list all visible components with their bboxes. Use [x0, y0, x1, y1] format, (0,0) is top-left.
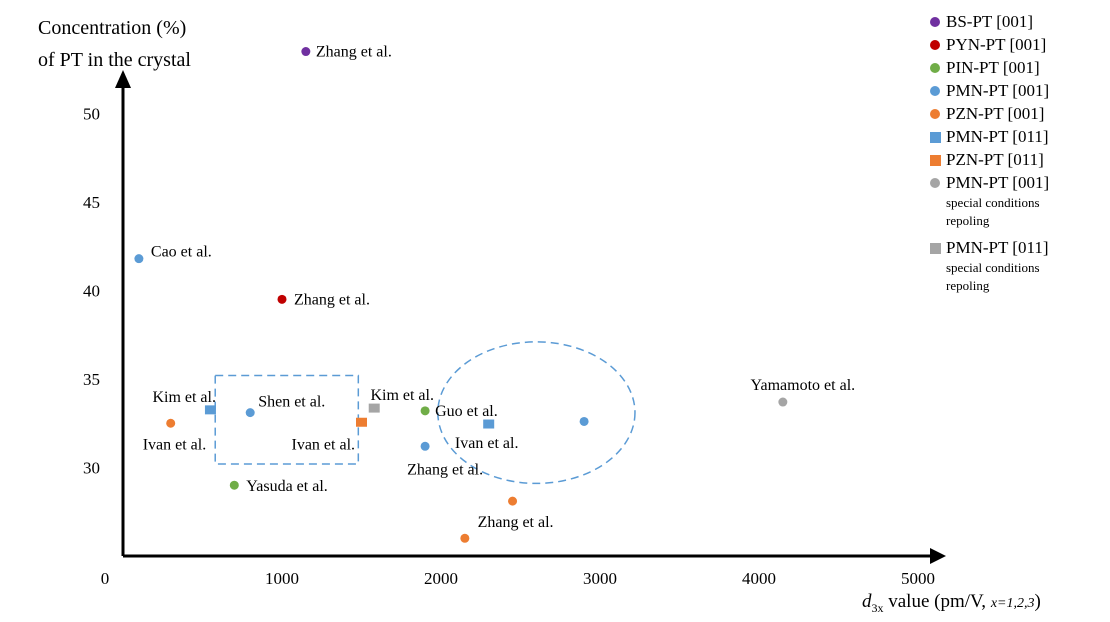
point-label: Guo et al.	[435, 403, 498, 420]
legend-circle-marker	[930, 86, 940, 96]
data-point-circle	[579, 416, 589, 426]
legend-note: repoling	[946, 278, 990, 293]
point-label: Ivan et al.	[143, 436, 207, 453]
point-label: Ivan et al.	[455, 435, 519, 452]
y-axis-title-line1: Concentration (%)	[38, 17, 187, 39]
data-point-circle	[460, 533, 470, 543]
legend-entry: BS-PT [001]	[924, 12, 1104, 33]
x-axis-var: d	[862, 591, 872, 612]
legend-label: PMN-PT [011]	[946, 127, 1049, 146]
y-tick-label: 50	[83, 105, 100, 124]
legend-entry: PMN-PT [011]	[924, 127, 1104, 148]
y-axis-title: Concentration (%) of PT in the crystal	[38, 12, 191, 76]
x-tick-label: 5000	[901, 569, 935, 588]
legend-entry: PMN-PT [011] special conditions repoling	[924, 238, 1104, 295]
point-label: Shen et al.	[258, 394, 325, 411]
legend-label: PIN-PT [001]	[946, 58, 1040, 77]
data-point-circle	[301, 47, 311, 57]
data-point-circle	[277, 294, 287, 304]
legend-note: special conditions	[946, 260, 1040, 275]
legend-circle-marker	[930, 40, 940, 50]
legend-row: PMN-PT [011]	[924, 238, 1104, 259]
legend-square-marker	[930, 243, 941, 254]
legend-circle-marker	[930, 17, 940, 27]
data-point-circle	[229, 480, 239, 490]
y-tick-label: 35	[83, 370, 100, 389]
y-tick-label: 45	[83, 193, 100, 212]
legend-entry: PIN-PT [001]	[924, 58, 1104, 79]
legend-row: PZN-PT [011]	[924, 150, 1104, 171]
point-labels: Zhang et al. Zhang et al. Guo et al. Yasuda…	[143, 44, 855, 532]
x-axis-small: x=1,2,3	[990, 596, 1035, 611]
x-tick-label: 1000	[265, 569, 299, 588]
legend-row: PIN-PT [001]	[924, 58, 1104, 79]
legend-entry: PYN-PT [001]	[924, 35, 1104, 56]
legend-label: PYN-PT [001]	[946, 35, 1047, 54]
legend-label: PMN-PT [001]	[946, 173, 1050, 192]
data-point-circle	[508, 496, 518, 506]
legend-circle-marker	[930, 63, 940, 73]
x-axis-rest: value (pm/V,	[883, 591, 991, 612]
x-axis-title: d3x value (pm/V, x=1,2,3)	[862, 591, 1041, 616]
legend-label: PMN-PT [011]	[946, 238, 1049, 257]
legend-square-marker	[930, 132, 941, 143]
legend-note: repoling	[946, 213, 990, 228]
x-tick-label: 0	[101, 569, 110, 588]
point-label: Yamamoto et al.	[751, 377, 856, 394]
y-tick-label: 40	[83, 282, 100, 301]
data-point-square	[204, 405, 216, 415]
legend-entry: PMN-PT [001]	[924, 81, 1104, 102]
x-axis-sub: 3x	[871, 600, 884, 615]
data-point-square	[483, 419, 495, 429]
data-point-circle	[778, 397, 788, 407]
x-tick-label: 2000	[424, 569, 458, 588]
legend-label: PZN-PT [001]	[946, 104, 1045, 123]
legend-entry: PZN-PT [001]	[924, 104, 1104, 125]
x-axis-arrowhead	[930, 548, 946, 564]
data-point-circle	[420, 441, 430, 451]
legend-row: PMN-PT [001]	[924, 81, 1104, 102]
point-label: Cao et al.	[151, 244, 212, 261]
x-tick-label: 3000	[583, 569, 617, 588]
dashed-highlight-ellipse	[437, 341, 636, 485]
legend-row: BS-PT [001]	[924, 12, 1104, 33]
point-label: Zhang et al.	[478, 514, 554, 531]
point-label: Yasuda et al.	[246, 478, 327, 495]
y-axis-title-line2: of PT in the crystal	[38, 49, 191, 71]
legend-entry: PZN-PT [011]	[924, 150, 1104, 171]
point-label: Zhang et al.	[316, 44, 392, 61]
tick-labels: 0 1000 2000 3000 4000 5000 30 35 40 45 50	[83, 105, 935, 589]
legend-circle-marker	[930, 178, 940, 188]
legend-row: PMN-PT [011]	[924, 127, 1104, 148]
point-label: Kim et al.	[152, 389, 216, 406]
legend-row: PMN-PT [001]	[924, 173, 1104, 194]
data-point-circle	[245, 408, 255, 418]
legend: BS-PT [001] PYN-PT [001] PIN-PT [001] PMN-P…	[924, 12, 1104, 303]
y-axis-arrowhead	[115, 70, 131, 88]
point-label: Kim et al.	[370, 387, 434, 404]
legend-note: special conditions	[946, 195, 1040, 210]
point-label: Zhang et al.	[407, 461, 483, 478]
data-point-circle	[134, 254, 144, 264]
x-axis-close: )	[1034, 591, 1041, 612]
data-points	[134, 47, 788, 543]
legend-label: PZN-PT [011]	[946, 150, 1044, 169]
legend-row: PYN-PT [001]	[924, 35, 1104, 56]
data-point-square	[356, 417, 367, 427]
legend-square-marker	[930, 155, 941, 166]
axes	[115, 70, 946, 564]
y-tick-label: 30	[83, 459, 100, 478]
data-point-circle	[166, 418, 176, 428]
point-label: Zhang et al.	[294, 291, 370, 308]
legend-row: PZN-PT [001]	[924, 104, 1104, 125]
legend-label: PMN-PT [001]	[946, 81, 1050, 100]
x-tick-label: 4000	[742, 569, 776, 588]
data-point-square	[368, 403, 380, 413]
legend-label: BS-PT [001]	[946, 12, 1034, 31]
legend-circle-marker	[930, 109, 940, 119]
point-label: Ivan et al.	[292, 436, 356, 453]
legend-entry: PMN-PT [001] special conditions repoling	[924, 173, 1104, 230]
data-point-circle	[420, 406, 430, 416]
